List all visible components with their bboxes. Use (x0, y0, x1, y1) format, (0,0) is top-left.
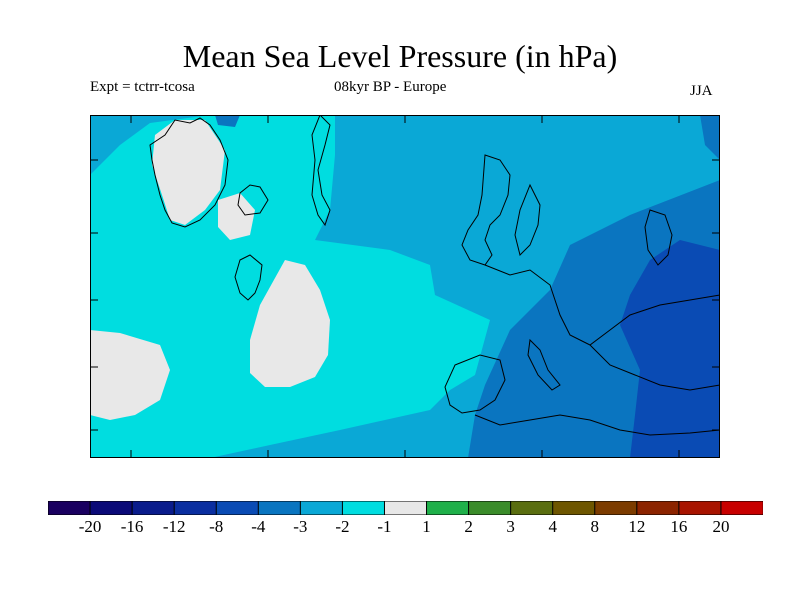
greenland-neutral (152, 120, 225, 225)
colorbar-tick-label: 8 (590, 517, 600, 536)
eastern-low-core (620, 240, 720, 458)
frame-ticks (90, 115, 720, 458)
caspian-coast (644, 209, 673, 266)
svalbard-coast (311, 115, 331, 227)
colorbar-tick-label: -16 (120, 517, 144, 536)
colorbar-tick-label: -4 (251, 517, 266, 536)
atlantic-neutral (250, 260, 330, 387)
map-frame (90, 115, 720, 458)
colorbar-swatch (215, 501, 260, 515)
north-africa-coast (474, 414, 720, 436)
colorbar-tick-label: 16 (670, 517, 688, 536)
colorbar-swatch (552, 501, 596, 515)
colorbar-tick-label: -8 (209, 517, 224, 536)
pressure-map (90, 115, 720, 458)
colorbar-tick-label: -3 (293, 517, 308, 536)
iceland-neutral (218, 193, 255, 240)
colorbar-swatch (468, 501, 512, 515)
baltic-coast (514, 183, 541, 256)
colorbar-tick-label: 2 (464, 517, 473, 536)
colorbar-tick-label: 20 (712, 517, 730, 536)
experiment-label: Expt = tctrr-tcosa (90, 79, 195, 95)
colorbar-swatch (383, 501, 428, 515)
colorbar-swatch (636, 501, 680, 515)
colorbar-tick-label: 4 (548, 517, 557, 536)
north-east-patch (700, 115, 720, 160)
italy-coast (527, 338, 561, 391)
colorbar-swatch (678, 501, 722, 515)
colorbar-swatch (341, 501, 386, 515)
season-label: JJA (690, 83, 713, 99)
eastern-coast (589, 344, 720, 391)
colorbar-swatch (89, 501, 133, 515)
colorbar-swatch (48, 501, 91, 515)
colorbar-tick-label: -20 (78, 517, 102, 536)
mainland-coast (484, 264, 720, 346)
colorbar-swatch (299, 501, 344, 515)
colorbar-swatch (510, 501, 554, 515)
colorbar-swatch (594, 501, 638, 515)
colorbar-swatch (131, 501, 175, 515)
greenland-coast (149, 117, 229, 228)
colorbar-swatch (426, 501, 470, 515)
chart-title: Mean Sea Level Pressure (in hPa) (182, 38, 618, 74)
iberia-coast (444, 354, 506, 414)
colorbar-tick-label: -12 (162, 517, 186, 536)
colorbar-tick-label: -1 (377, 517, 392, 536)
colorbar-tick-label: 3 (506, 517, 515, 536)
period-label: 08kyr BP - Europe (334, 79, 447, 95)
colorbar-swatch (173, 501, 218, 515)
british-isles-coast (234, 254, 263, 301)
coastlines (149, 115, 720, 436)
colorbar-tick-label: 1 (422, 517, 431, 536)
southwest-neutral (90, 330, 170, 420)
colorbar (48, 501, 763, 515)
colorbar-swatch (720, 501, 763, 515)
iceland-coast (237, 184, 269, 216)
colorbar-swatch (257, 501, 302, 515)
north-patch (215, 115, 240, 127)
colorbar-tick-label: 12 (628, 517, 646, 536)
scandinavia-coast (461, 154, 511, 266)
colorbar-tick-label: -2 (335, 517, 350, 536)
